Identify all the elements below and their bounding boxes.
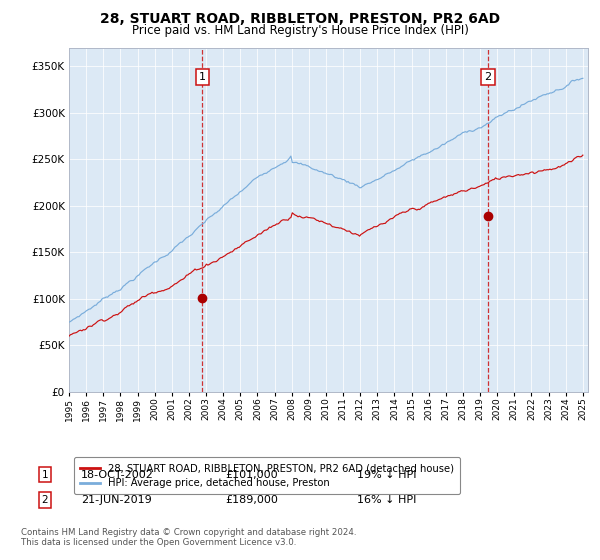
Text: 2: 2 bbox=[484, 72, 491, 82]
Text: Price paid vs. HM Land Registry's House Price Index (HPI): Price paid vs. HM Land Registry's House … bbox=[131, 24, 469, 37]
Text: 1: 1 bbox=[199, 72, 206, 82]
Text: 1: 1 bbox=[41, 470, 49, 480]
Text: 19% ↓ HPI: 19% ↓ HPI bbox=[357, 470, 416, 480]
Text: £101,000: £101,000 bbox=[225, 470, 278, 480]
Text: Contains HM Land Registry data © Crown copyright and database right 2024.
This d: Contains HM Land Registry data © Crown c… bbox=[21, 528, 356, 547]
Text: 16% ↓ HPI: 16% ↓ HPI bbox=[357, 495, 416, 505]
Legend: 28, STUART ROAD, RIBBLETON, PRESTON, PR2 6AD (detached house), HPI: Average pric: 28, STUART ROAD, RIBBLETON, PRESTON, PR2… bbox=[74, 458, 460, 494]
Text: £189,000: £189,000 bbox=[225, 495, 278, 505]
Text: 2: 2 bbox=[41, 495, 49, 505]
Text: 21-JUN-2019: 21-JUN-2019 bbox=[81, 495, 152, 505]
Text: 28, STUART ROAD, RIBBLETON, PRESTON, PR2 6AD: 28, STUART ROAD, RIBBLETON, PRESTON, PR2… bbox=[100, 12, 500, 26]
Text: 18-OCT-2002: 18-OCT-2002 bbox=[81, 470, 154, 480]
